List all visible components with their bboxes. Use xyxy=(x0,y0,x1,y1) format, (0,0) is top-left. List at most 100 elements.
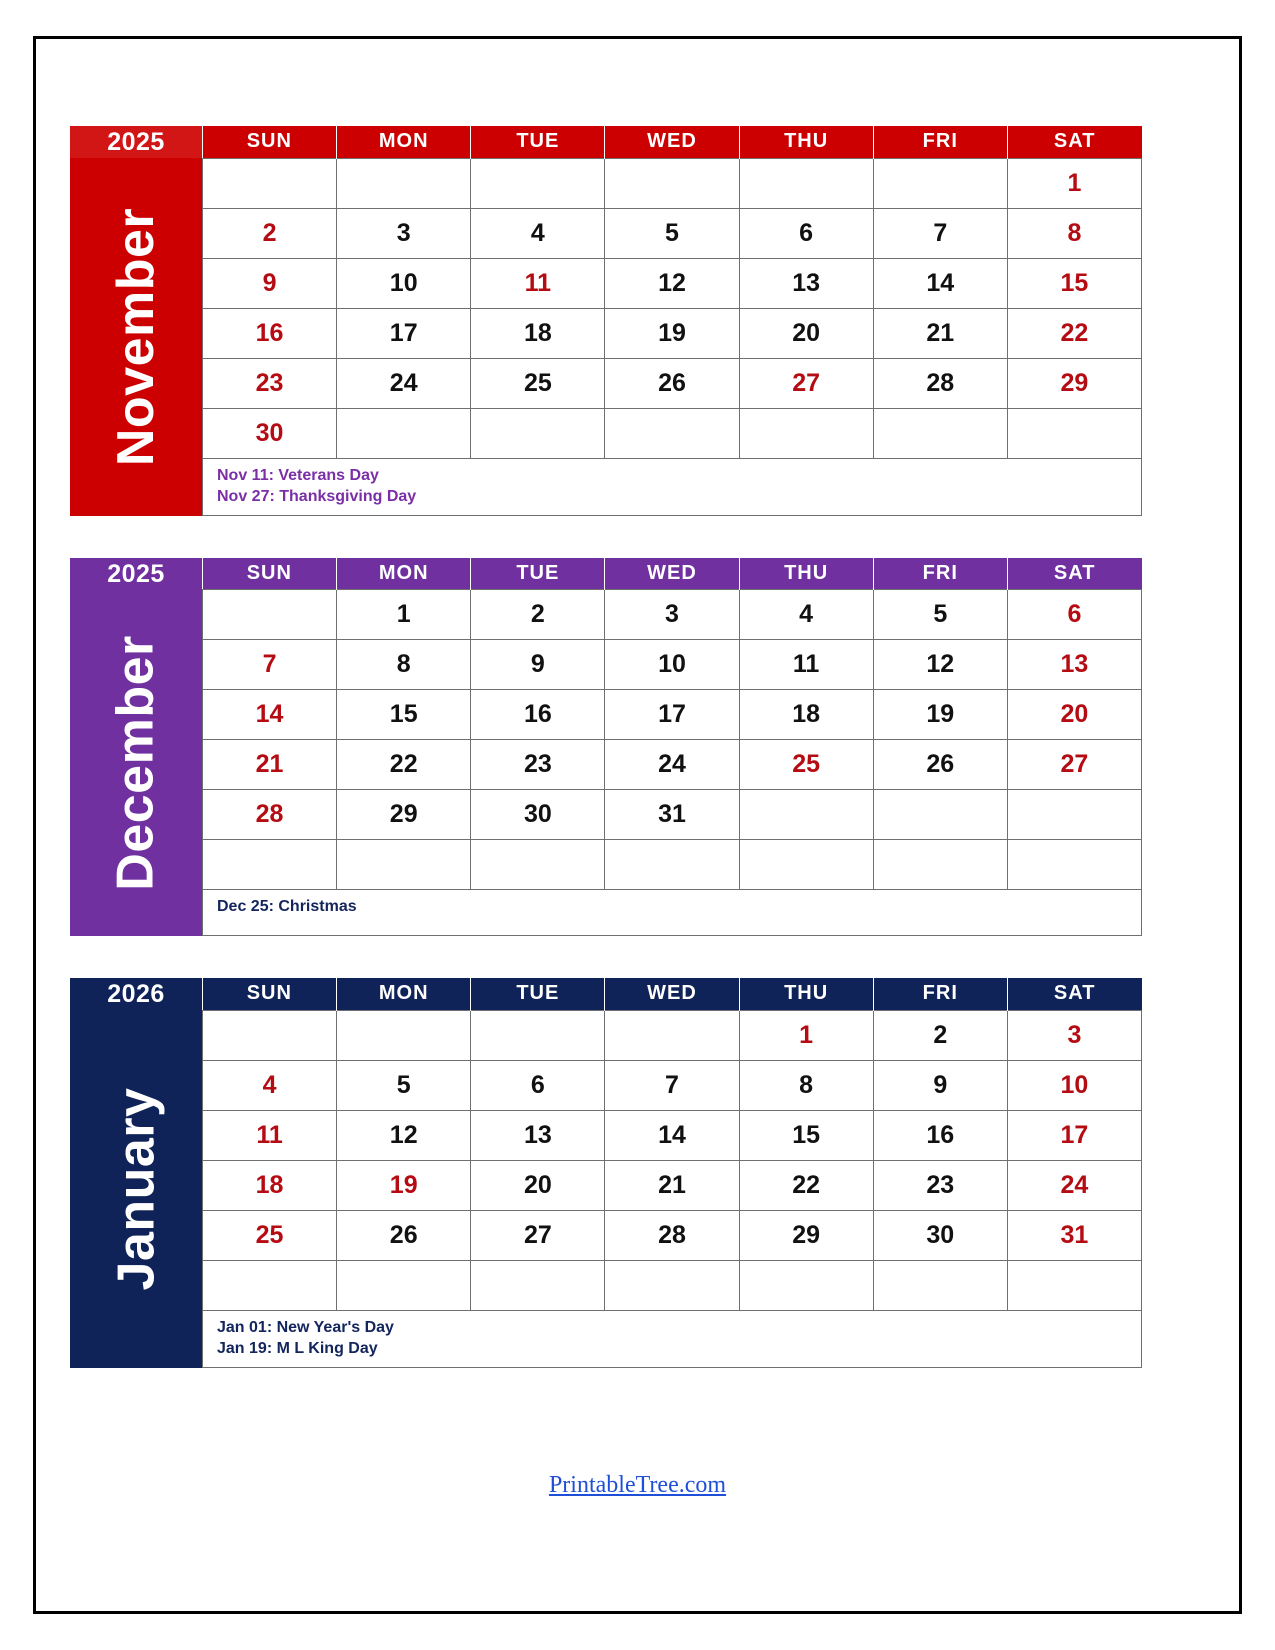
day-cell[interactable]: 17 xyxy=(336,307,472,359)
day-cell[interactable]: 18 xyxy=(470,307,606,359)
day-cell[interactable]: 19 xyxy=(604,307,740,359)
day-cell[interactable]: 24 xyxy=(336,357,472,409)
day-cell[interactable]: 14 xyxy=(201,689,338,740)
day-cell[interactable]: 27 xyxy=(470,1209,606,1261)
day-cell[interactable]: 20 xyxy=(470,1159,606,1211)
day-cell[interactable]: 11 xyxy=(201,1109,338,1161)
day-cell[interactable]: 30 xyxy=(201,407,338,459)
day-cell[interactable]: 16 xyxy=(201,307,338,359)
day-cell[interactable]: 31 xyxy=(604,789,740,840)
day-cell[interactable]: 12 xyxy=(604,257,740,309)
day-cell[interactable]: 7 xyxy=(201,639,338,690)
day-cell[interactable]: 10 xyxy=(1006,1059,1143,1111)
day-cell[interactable]: 4 xyxy=(201,1059,338,1111)
day-cell[interactable]: 2 xyxy=(201,207,338,259)
day-cell[interactable]: 2 xyxy=(470,589,606,640)
day-cell[interactable]: 21 xyxy=(872,307,1008,359)
day-cell[interactable]: 23 xyxy=(470,739,606,790)
day-cell[interactable]: 5 xyxy=(872,589,1008,640)
day-cell[interactable]: 23 xyxy=(872,1159,1008,1211)
day-cell[interactable]: 5 xyxy=(604,207,740,259)
day-cell[interactable]: 30 xyxy=(470,789,606,840)
day-cell[interactable]: 13 xyxy=(470,1109,606,1161)
day-cell[interactable]: 15 xyxy=(336,689,472,740)
day-cell[interactable]: 11 xyxy=(738,639,874,690)
day-cell[interactable]: 20 xyxy=(1006,689,1143,740)
day-cell[interactable]: 26 xyxy=(604,357,740,409)
day-cell[interactable]: 3 xyxy=(336,207,472,259)
day-cell[interactable]: 21 xyxy=(604,1159,740,1211)
day-cell[interactable]: 7 xyxy=(604,1059,740,1111)
day-cell[interactable]: 10 xyxy=(604,639,740,690)
day-cell[interactable]: 28 xyxy=(872,357,1008,409)
day-cell[interactable]: 27 xyxy=(1006,739,1143,790)
day-cell[interactable]: 17 xyxy=(1006,1109,1143,1161)
day-cell[interactable]: 29 xyxy=(336,789,472,840)
day-cell[interactable]: 24 xyxy=(1006,1159,1143,1211)
day-cell[interactable]: 6 xyxy=(1006,589,1143,640)
day-cell[interactable]: 3 xyxy=(604,589,740,640)
weekday-header-thu: THU xyxy=(739,978,874,1010)
day-cell[interactable]: 25 xyxy=(470,357,606,409)
day-cell[interactable]: 25 xyxy=(738,739,874,790)
week-row: 25 26 27 28 29 30 31 xyxy=(201,1209,1143,1261)
day-cell[interactable]: 26 xyxy=(872,739,1008,790)
day-cell[interactable]: 28 xyxy=(201,789,338,840)
day-cell[interactable]: 12 xyxy=(872,639,1008,690)
day-cell[interactable]: 4 xyxy=(738,589,874,640)
day-cell[interactable]: 18 xyxy=(201,1159,338,1211)
day-cell[interactable]: 18 xyxy=(738,689,874,740)
day-cell[interactable]: 16 xyxy=(470,689,606,740)
day-cell[interactable]: 9 xyxy=(872,1059,1008,1111)
day-cell[interactable]: 10 xyxy=(336,257,472,309)
day-cell[interactable]: 26 xyxy=(336,1209,472,1261)
day-cell[interactable]: 14 xyxy=(604,1109,740,1161)
day-cell[interactable]: 24 xyxy=(604,739,740,790)
day-cell[interactable]: 31 xyxy=(1006,1209,1143,1261)
calendar-table: SUN MON TUE WED THU FRI SAT 1 2 3 4 5 6 7 8 9 10 11 12 13 14… xyxy=(201,978,1143,1311)
day-cell[interactable]: 8 xyxy=(738,1059,874,1111)
day-cell[interactable]: 3 xyxy=(1006,1009,1143,1061)
day-cell[interactable]: 19 xyxy=(336,1159,472,1211)
day-cell[interactable]: 13 xyxy=(738,257,874,309)
day-cell[interactable]: 7 xyxy=(872,207,1008,259)
day-cell[interactable]: 8 xyxy=(1006,207,1143,259)
day-cell[interactable]: 6 xyxy=(470,1059,606,1111)
day-cell[interactable]: 21 xyxy=(201,739,338,790)
day-cell[interactable]: 6 xyxy=(738,207,874,259)
day-cell[interactable]: 29 xyxy=(738,1209,874,1261)
day-cell[interactable]: 12 xyxy=(336,1109,472,1161)
day-cell[interactable]: 16 xyxy=(872,1109,1008,1161)
day-cell[interactable]: 8 xyxy=(336,639,472,690)
day-cell[interactable]: 30 xyxy=(872,1209,1008,1261)
day-cell[interactable]: 9 xyxy=(201,257,338,309)
day-cell[interactable]: 1 xyxy=(738,1009,874,1061)
day-cell[interactable]: 27 xyxy=(738,357,874,409)
day-cell[interactable]: 23 xyxy=(201,357,338,409)
day-cell[interactable]: 28 xyxy=(604,1209,740,1261)
day-cell[interactable]: 4 xyxy=(470,207,606,259)
day-cell[interactable]: 1 xyxy=(1006,157,1143,209)
day-cell[interactable]: 22 xyxy=(1006,307,1143,359)
day-cell[interactable]: 5 xyxy=(336,1059,472,1111)
day-cell[interactable]: 14 xyxy=(872,257,1008,309)
day-cell[interactable]: 15 xyxy=(738,1109,874,1161)
day-cell[interactable]: 1 xyxy=(336,589,472,640)
day-cell-empty xyxy=(201,1009,338,1061)
printabletree-link[interactable]: PrintableTree.com xyxy=(548,1472,727,1498)
day-cell[interactable]: 22 xyxy=(738,1159,874,1211)
day-cell[interactable]: 19 xyxy=(872,689,1008,740)
day-cell[interactable]: 13 xyxy=(1006,639,1143,690)
day-cell[interactable]: 25 xyxy=(201,1209,338,1261)
day-cell[interactable]: 9 xyxy=(470,639,606,690)
page-border xyxy=(33,36,1242,1614)
day-cell[interactable]: 29 xyxy=(1006,357,1143,409)
day-cell[interactable]: 11 xyxy=(470,257,606,309)
day-cell[interactable]: 20 xyxy=(738,307,874,359)
day-cell[interactable]: 22 xyxy=(336,739,472,790)
day-cell-empty xyxy=(336,839,472,890)
day-cell[interactable]: 2 xyxy=(872,1009,1008,1061)
day-cell[interactable]: 17 xyxy=(604,689,740,740)
day-cell[interactable]: 15 xyxy=(1006,257,1143,309)
